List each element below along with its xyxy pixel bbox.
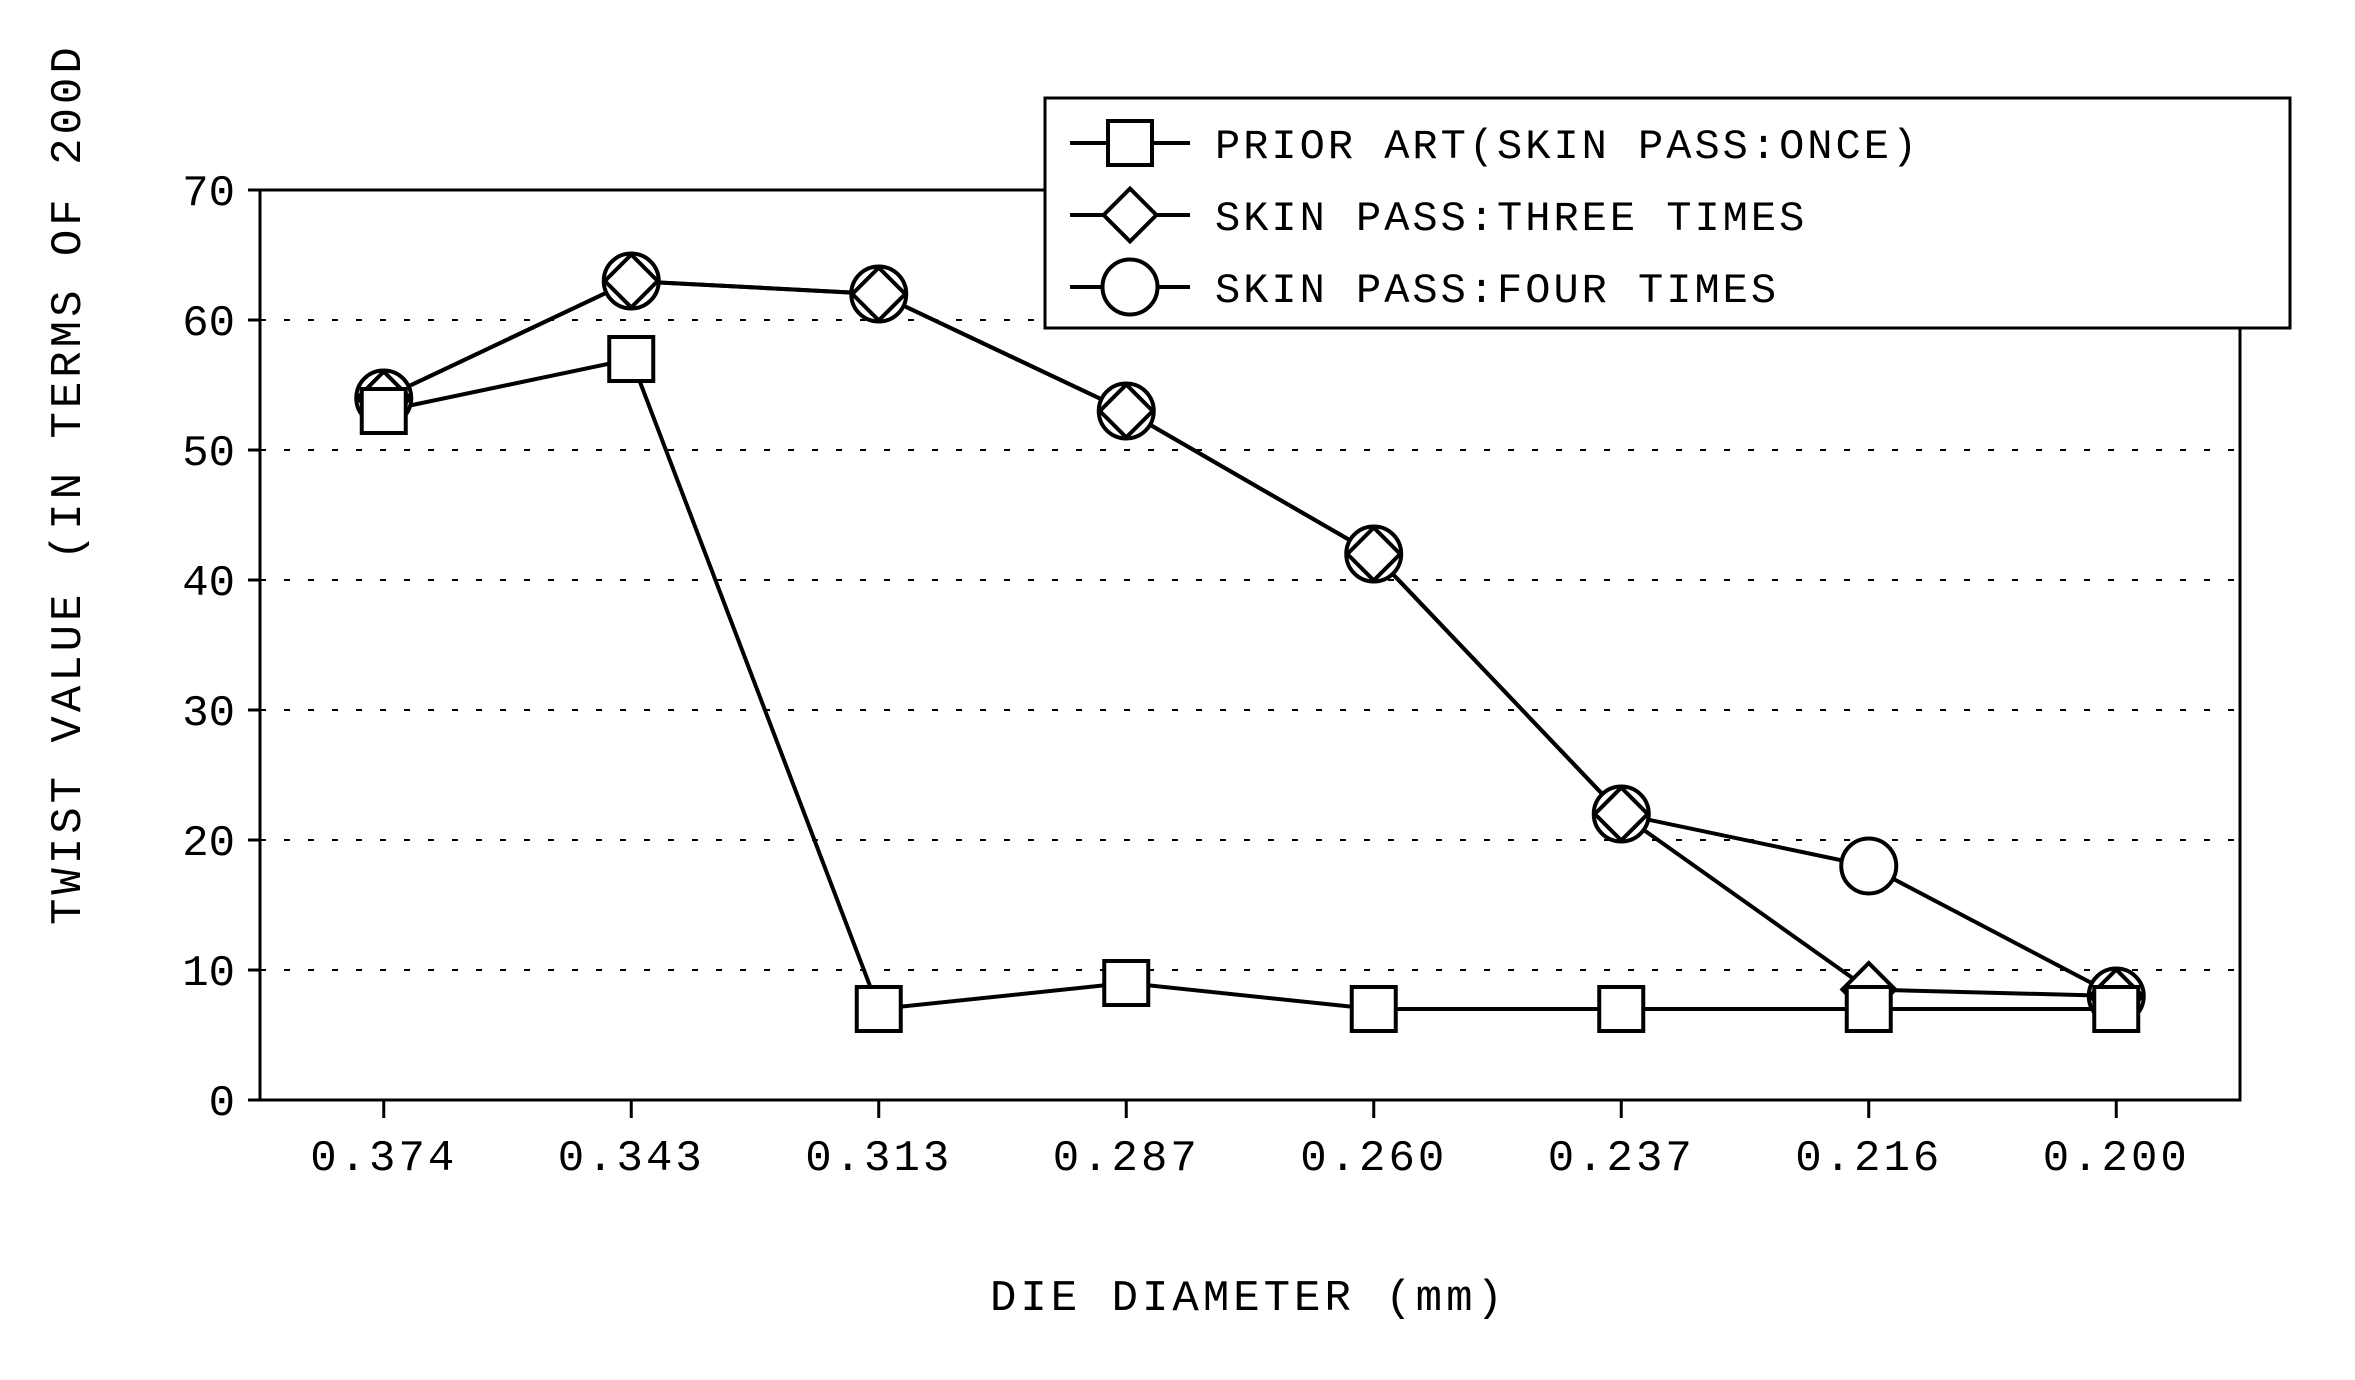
x-tick-label: 0.200 xyxy=(2043,1134,2190,1184)
legend-label: SKIN PASS:THREE TIMES xyxy=(1215,195,1807,243)
x-tick-label: 0.374 xyxy=(310,1134,457,1184)
x-tick-label: 0.237 xyxy=(1548,1134,1695,1184)
x-tick-label: 0.287 xyxy=(1053,1134,1200,1184)
y-tick-label: 0 xyxy=(209,1079,235,1129)
legend-label: SKIN PASS:FOUR TIMES xyxy=(1215,267,1779,315)
x-tick-label: 0.313 xyxy=(805,1134,952,1184)
legend-label: PRIOR ART(SKIN PASS:ONCE) xyxy=(1215,123,1920,171)
marker-square-icon xyxy=(1108,121,1152,165)
y-tick-label: 50 xyxy=(182,429,235,479)
y-tick-label: 40 xyxy=(182,559,235,609)
y-tick-label: 70 xyxy=(182,169,235,219)
y-tick-label: 10 xyxy=(182,949,235,999)
marker-square-icon xyxy=(1104,961,1148,1005)
chart-container: TWIST VALUE (IN TERMS OF 200D) DIE DIAMET… xyxy=(40,40,2315,1340)
y-tick-label: 60 xyxy=(182,299,235,349)
y-axis-label: TWIST VALUE (IN TERMS OF 200D) xyxy=(44,40,94,925)
y-tick-label: 30 xyxy=(182,689,235,739)
x-tick-label: 0.343 xyxy=(558,1134,705,1184)
y-tick-label: 20 xyxy=(182,819,235,869)
chart-svg: TWIST VALUE (IN TERMS OF 200D) DIE DIAMET… xyxy=(40,40,2315,1340)
marker-square-icon xyxy=(1847,987,1891,1031)
marker-square-icon xyxy=(609,337,653,381)
marker-circle-icon xyxy=(1103,260,1158,315)
marker-circle-icon xyxy=(1841,839,1896,894)
marker-square-icon xyxy=(1599,987,1643,1031)
marker-square-icon xyxy=(857,987,901,1031)
marker-square-icon xyxy=(2094,987,2138,1031)
marker-square-icon xyxy=(362,389,406,433)
marker-square-icon xyxy=(1352,987,1396,1031)
x-axis-label: DIE DIAMETER (mm) xyxy=(990,1274,1507,1324)
x-tick-label: 0.260 xyxy=(1300,1134,1447,1184)
x-tick-label: 0.216 xyxy=(1795,1134,1942,1184)
